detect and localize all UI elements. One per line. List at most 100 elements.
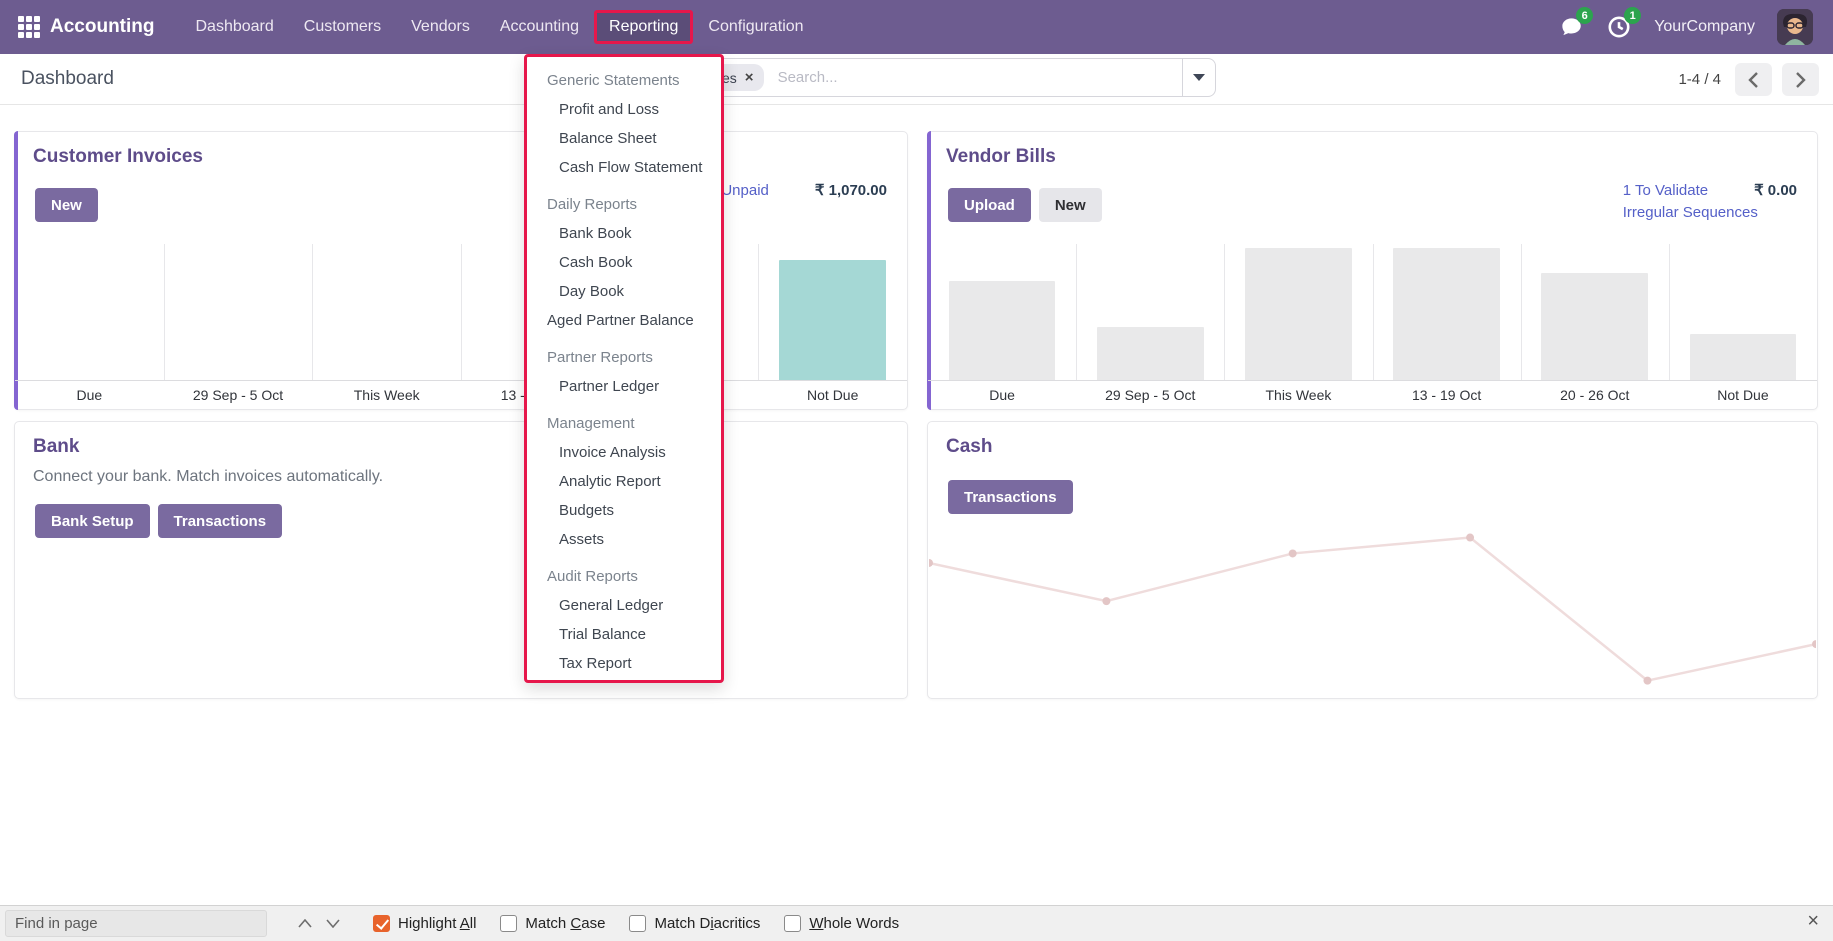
data-point[interactable]	[1102, 597, 1111, 606]
find-option-whole-words[interactable]: Whole Words	[784, 915, 899, 932]
gridline	[1076, 244, 1078, 380]
chat-bubble-icon	[1562, 18, 1581, 36]
vendor-bills-card: Vendor Bills Upload New 1 To Validate ₹ …	[927, 131, 1818, 410]
chart-plot-area	[928, 244, 1817, 381]
chevron-left-icon	[1748, 71, 1758, 88]
apps-menu-icon[interactable]	[18, 16, 40, 38]
nav-item-dashboard[interactable]: Dashboard	[195, 18, 274, 35]
menu-item-trial-balance[interactable]: Trial Balance	[559, 626, 646, 643]
gridline	[312, 244, 314, 380]
search-input[interactable]	[763, 69, 1182, 86]
pager-previous-button[interactable]	[1735, 63, 1772, 96]
chart-bar[interactable]	[1541, 272, 1649, 380]
bank-transactions-button[interactable]: Transactions	[157, 504, 283, 538]
chart-bar[interactable]	[1689, 333, 1797, 380]
new-invoice-button[interactable]: New	[35, 188, 98, 222]
chart-bar[interactable]	[1393, 248, 1500, 380]
messages-badge: 6	[1576, 7, 1594, 24]
data-point[interactable]	[1288, 549, 1297, 558]
pager-next-button[interactable]	[1782, 63, 1819, 96]
chevron-right-icon	[1796, 71, 1806, 88]
messages-button[interactable]: 6	[1558, 7, 1594, 40]
bank-card: Bank Connect your bank. Match invoices a…	[14, 421, 908, 699]
chevron-up-icon	[298, 919, 312, 928]
activities-button[interactable]: 1	[1606, 7, 1642, 40]
x-axis-label: Not Due	[807, 386, 859, 403]
menu-item-budgets[interactable]: Budgets	[559, 502, 615, 519]
company-switcher[interactable]: YourCompany	[1654, 18, 1755, 35]
cash-line-chart[interactable]	[929, 520, 1816, 695]
avatar-image	[1777, 9, 1813, 45]
main-menu: Dashboard Customers Vendors Accounting Repor…	[181, 0, 819, 54]
vendor-bills-chart[interactable]: Due 29 Sep - 5 Oct This Week 13 - 19 Oct 20 …	[928, 244, 1817, 409]
menu-item-tax-report[interactable]: Tax Report	[559, 655, 632, 672]
checkbox-icon[interactable]	[500, 915, 518, 932]
menu-item-partner-ledger[interactable]: Partner Ledger	[559, 378, 660, 395]
menu-item-invoice-analysis[interactable]: Invoice Analysis	[559, 444, 666, 461]
nav-item-reporting[interactable]: Reporting	[594, 10, 694, 44]
nav-item-configuration[interactable]: Configuration	[708, 18, 804, 35]
bank-setup-button[interactable]: Bank Setup	[35, 504, 150, 538]
data-point[interactable]	[1812, 640, 1816, 649]
search-dropdown-toggle[interactable]	[1182, 59, 1215, 96]
find-previous-button[interactable]	[291, 910, 319, 937]
checkbox-checked-icon[interactable]	[373, 915, 390, 932]
gridline	[1520, 244, 1522, 380]
nav-item-accounting[interactable]: Accounting	[499, 18, 580, 35]
gridline	[1668, 244, 1670, 380]
card-title-bank: Bank	[33, 436, 80, 457]
x-axis-label: 29 Sep - 5 Oct	[1105, 386, 1196, 403]
x-axis-label: This Week	[353, 386, 420, 403]
data-point[interactable]	[1643, 676, 1652, 685]
to-validate-amount: ₹ 0.00	[1754, 182, 1797, 199]
line-series	[929, 536, 1816, 682]
find-next-button[interactable]	[319, 910, 347, 937]
menu-item-general-ledger[interactable]: General Ledger	[559, 597, 664, 614]
gridline	[1372, 244, 1374, 380]
close-findbar-icon[interactable]: ×	[1807, 910, 1819, 932]
menu-item-profit-and-loss[interactable]: Profit and Loss	[559, 101, 660, 118]
chart-bar[interactable]	[779, 260, 887, 380]
chart-plot-area	[15, 244, 907, 381]
user-avatar[interactable]	[1777, 9, 1813, 45]
x-axis-label: 20 - 26 Oct	[1560, 386, 1630, 403]
find-option-match-case[interactable]: Match Case	[500, 915, 605, 932]
nav-item-vendors[interactable]: Vendors	[411, 18, 470, 35]
x-axis-labels: Due 29 Sep - 5 Oct This Week 13 - 19 Oct 20 …	[928, 381, 1817, 408]
menu-item-day-book[interactable]: Day Book	[559, 283, 625, 300]
checkbox-icon[interactable]	[629, 915, 647, 932]
menu-item-assets[interactable]: Assets	[559, 531, 605, 548]
irregular-sequences-link[interactable]: Irregular Sequences	[1622, 204, 1758, 221]
find-option-label: Highlight All	[398, 915, 477, 932]
menu-item-cash-book[interactable]: Cash Book	[559, 254, 633, 271]
x-axis-label: Not Due	[1717, 386, 1769, 403]
find-input[interactable]	[5, 910, 267, 937]
menu-item-aged-partner-balance[interactable]: Aged Partner Balance	[547, 312, 694, 329]
gridline	[758, 244, 760, 380]
x-axis-label: Due	[76, 386, 103, 403]
to-validate-link[interactable]: 1 To Validate	[1622, 182, 1709, 199]
chart-bar[interactable]	[1096, 326, 1204, 380]
upload-bill-button[interactable]: Upload	[948, 188, 1031, 222]
menu-item-cash-flow-statement[interactable]: Cash Flow Statement	[559, 159, 703, 176]
chart-bar[interactable]	[948, 280, 1056, 380]
menu-item-bank-book[interactable]: Bank Book	[559, 225, 632, 242]
menu-section-partner-reports: Partner Reports	[547, 349, 653, 366]
find-in-page-bar: Highlight All Match Case Match Diacritics W…	[0, 905, 1833, 941]
app-name[interactable]: Accounting	[50, 16, 155, 37]
remove-filter-icon[interactable]: ×	[744, 69, 754, 86]
find-option-match-diacritics[interactable]: Match Diacritics	[629, 915, 760, 932]
data-point[interactable]	[1466, 533, 1475, 542]
cash-transactions-button[interactable]: Transactions	[948, 480, 1073, 514]
chart-bar[interactable]	[1245, 248, 1352, 380]
pager: 1-4 / 4	[1678, 63, 1819, 96]
menu-item-analytic-report[interactable]: Analytic Report	[559, 473, 661, 490]
data-point[interactable]	[929, 558, 933, 567]
new-bill-button[interactable]: New	[1038, 188, 1102, 222]
checkbox-icon[interactable]	[784, 915, 802, 932]
menu-item-balance-sheet[interactable]: Balance Sheet	[559, 130, 657, 147]
card-title-cash: Cash	[946, 436, 993, 457]
find-option-highlight-all[interactable]: Highlight All	[373, 915, 476, 932]
nav-item-customers[interactable]: Customers	[303, 18, 382, 35]
